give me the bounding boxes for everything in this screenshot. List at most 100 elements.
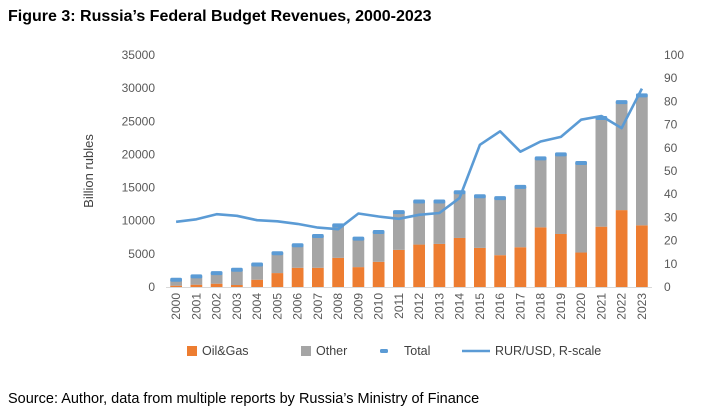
bar-oil-gas	[210, 283, 223, 287]
bar-other	[514, 186, 527, 248]
bar-oil-gas	[312, 267, 324, 287]
total-marker	[555, 152, 567, 157]
x-tick-label: 2014	[453, 293, 467, 320]
bar-oil-gas	[595, 226, 608, 287]
total-marker	[210, 271, 223, 276]
figure-title: Figure 3: Russia’s Federal Budget Revenu…	[8, 8, 432, 25]
x-tick-label: 2005	[270, 293, 284, 320]
total-marker	[251, 262, 263, 267]
x-tick-label: 2020	[574, 293, 588, 320]
y-right-tick-label: 20	[664, 234, 678, 248]
legend: Oil&Gas Other Total RUR/USD, R-scale	[187, 344, 601, 358]
bar-oil-gas	[494, 255, 506, 287]
legend-swatch-oil-gas	[187, 346, 197, 356]
bar-oil-gas	[170, 285, 182, 287]
total-marker	[615, 100, 628, 105]
legend-label-other: Other	[316, 344, 347, 358]
y-right-tick-label: 40	[664, 187, 678, 201]
total-marker	[271, 251, 284, 256]
bar-oil-gas	[251, 279, 263, 287]
bar-other	[372, 231, 385, 262]
x-tick-label: 2008	[331, 293, 345, 320]
y-right-tick-label: 100	[664, 48, 684, 62]
rur-usd-line	[175, 88, 644, 231]
y-left-tick-label: 25000	[122, 114, 156, 128]
bar-oil-gas	[352, 267, 365, 287]
bar-other	[170, 279, 182, 286]
legend-label-total: Total	[404, 344, 430, 358]
bar-oil-gas	[291, 267, 304, 287]
y-right-tick-label: 70	[664, 118, 678, 132]
y-left-tick-label: 0	[148, 280, 155, 294]
bar-other	[312, 235, 324, 268]
bar-other	[453, 192, 466, 238]
x-tick-label: 2018	[534, 293, 548, 320]
bar-other	[534, 158, 547, 228]
x-tick-label: 2019	[554, 293, 568, 320]
total-marker	[514, 184, 527, 189]
bar-oil-gas	[514, 247, 527, 287]
bar-oil-gas	[555, 233, 567, 287]
y-right-tick-label: 30	[664, 210, 678, 224]
bar-oil-gas	[453, 237, 466, 287]
total-marker	[413, 199, 425, 204]
legend-swatch-other	[301, 346, 311, 356]
bar-other	[210, 273, 223, 284]
bar-oil-gas	[190, 284, 203, 287]
y-right-tick-label: 50	[664, 164, 678, 178]
y-left-tick-label: 15000	[122, 181, 156, 195]
x-tick-label: 2023	[635, 293, 649, 320]
bar-oil-gas	[413, 244, 425, 287]
x-tick-label: 2013	[432, 293, 446, 320]
x-tick-label: 2021	[594, 293, 608, 320]
x-tick-label: 2004	[250, 293, 264, 320]
x-tick-label: 2016	[493, 293, 507, 320]
total-marker	[494, 196, 506, 201]
total-marker	[352, 236, 365, 241]
bar-oil-gas	[636, 225, 648, 287]
bar-other	[271, 253, 284, 274]
y-right-tick-label: 10	[664, 257, 678, 271]
x-tick-label: 2022	[615, 293, 629, 320]
total-marker	[474, 194, 486, 199]
bar-other	[494, 198, 506, 256]
x-tick-label: 2000	[169, 293, 183, 320]
bar-other	[575, 163, 587, 253]
x-tick-label: 2001	[189, 293, 203, 320]
bar-oil-gas	[575, 252, 587, 287]
bar-oil-gas	[372, 261, 385, 287]
x-tick-label: 2003	[230, 293, 244, 320]
bar-other	[636, 95, 648, 226]
bar-other	[413, 201, 425, 245]
bar-other	[251, 264, 263, 280]
y-left-tick-label: 5000	[128, 247, 155, 261]
x-tick-label: 2009	[351, 293, 365, 320]
y-left-tick-label: 20000	[122, 147, 156, 161]
bar-other	[595, 117, 608, 227]
total-marker	[433, 199, 446, 204]
x-tick-label: 2017	[513, 293, 527, 320]
legend-label-oil-gas: Oil&Gas	[202, 344, 249, 358]
bar-other	[433, 201, 446, 244]
bar-other	[474, 196, 486, 248]
bar-oil-gas	[393, 249, 405, 287]
x-tick-label: 2010	[372, 293, 386, 320]
source-note: Source: Author, data from multiple repor…	[8, 391, 480, 407]
bar-oil-gas	[615, 210, 628, 287]
y-left-tick-label: 35000	[122, 48, 156, 62]
x-tick-label: 2002	[210, 293, 224, 320]
bar-other	[190, 276, 203, 285]
y-left-tick-label: 10000	[122, 214, 156, 228]
y-right-tick-label: 60	[664, 141, 678, 155]
x-tick-label: 2011	[392, 293, 406, 319]
bar-other	[332, 225, 344, 258]
total-marker	[393, 210, 405, 215]
total-marker	[312, 233, 324, 238]
y-left-tick-label: 30000	[122, 81, 156, 95]
bar-other	[393, 212, 405, 250]
bar-oil-gas	[534, 227, 547, 287]
x-tick-label: 2006	[291, 293, 305, 320]
total-marker	[453, 190, 466, 195]
bar-oil-gas	[231, 285, 243, 287]
